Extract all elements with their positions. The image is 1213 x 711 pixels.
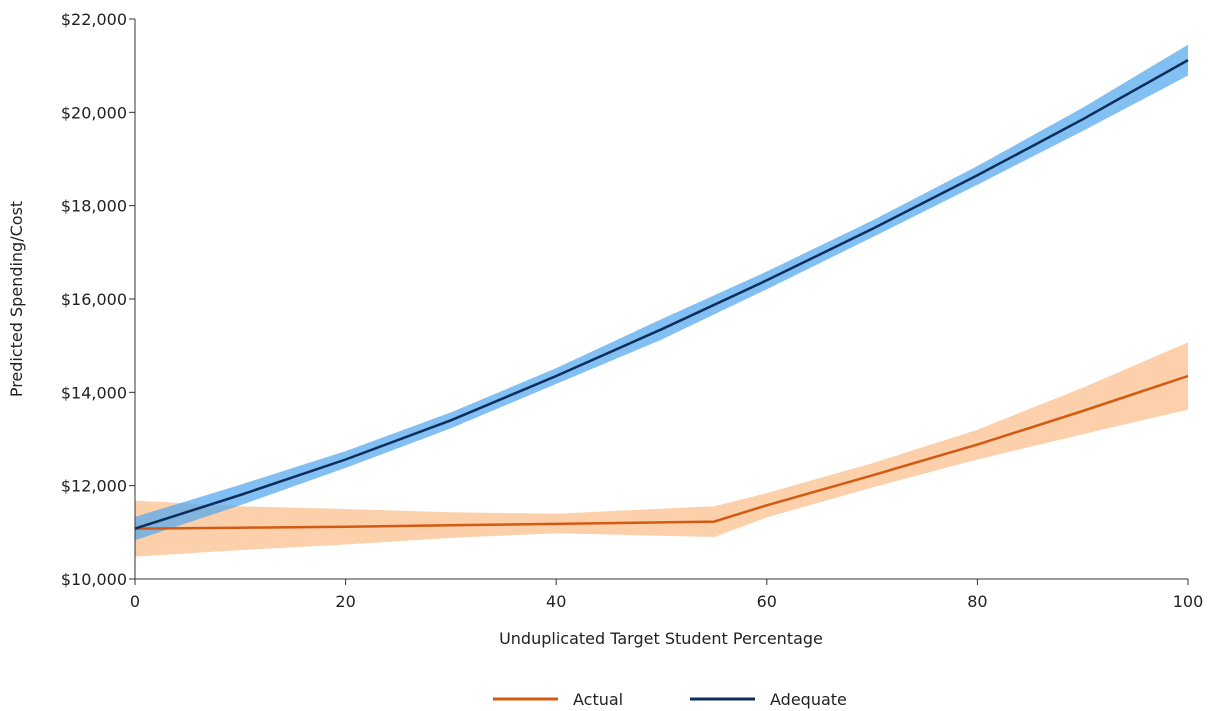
y-tick-label: $22,000: [61, 10, 127, 29]
y-tick-label: $14,000: [61, 383, 127, 402]
legend-label-adequate: Adequate: [770, 690, 847, 709]
y-tick-label: $18,000: [61, 197, 127, 216]
series-adequate-confidence-band: [135, 44, 1188, 541]
series-actual-confidence-band: [135, 342, 1188, 557]
x-tick-label: 100: [1173, 592, 1204, 611]
y-tick-label: $12,000: [61, 477, 127, 496]
x-axis-ticks: 0 20 40 60 80 100: [130, 579, 1203, 611]
series-adequate-line: [134, 59, 1189, 530]
x-tick-label: 20: [335, 592, 355, 611]
y-axis-title: Predicted Spending/Cost: [7, 201, 26, 397]
x-tick-label: 0: [130, 592, 140, 611]
y-tick-label: $20,000: [61, 103, 127, 122]
x-axis-title: Unduplicated Target Student Percentage: [499, 629, 823, 648]
series-actual-line: [134, 374, 1189, 530]
x-tick-label: 80: [967, 592, 987, 611]
y-tick-label: $10,000: [61, 570, 127, 589]
y-tick-label: $16,000: [61, 290, 127, 309]
plot-area: [134, 44, 1189, 557]
x-tick-label: 60: [757, 592, 777, 611]
legend-label-actual: Actual: [573, 690, 623, 709]
y-axis-ticks: $10,000 $12,000 $14,000 $16,000 $18,000 $20,0…: [61, 10, 135, 589]
legend: Actual Adequate: [493, 690, 847, 709]
x-tick-label: 40: [546, 592, 566, 611]
